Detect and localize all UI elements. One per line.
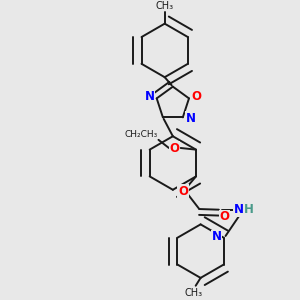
Text: O: O xyxy=(191,90,201,103)
Text: CH₂CH₃: CH₂CH₃ xyxy=(124,130,158,139)
Text: CH₃: CH₃ xyxy=(185,288,203,298)
Text: O: O xyxy=(170,142,180,154)
Text: N: N xyxy=(145,90,154,103)
Text: N: N xyxy=(233,203,243,216)
Text: O: O xyxy=(178,184,188,198)
Text: N: N xyxy=(212,230,222,243)
Text: N: N xyxy=(186,112,196,124)
Text: H: H xyxy=(244,202,254,215)
Text: CH₃: CH₃ xyxy=(156,1,174,11)
Text: O: O xyxy=(220,210,230,224)
